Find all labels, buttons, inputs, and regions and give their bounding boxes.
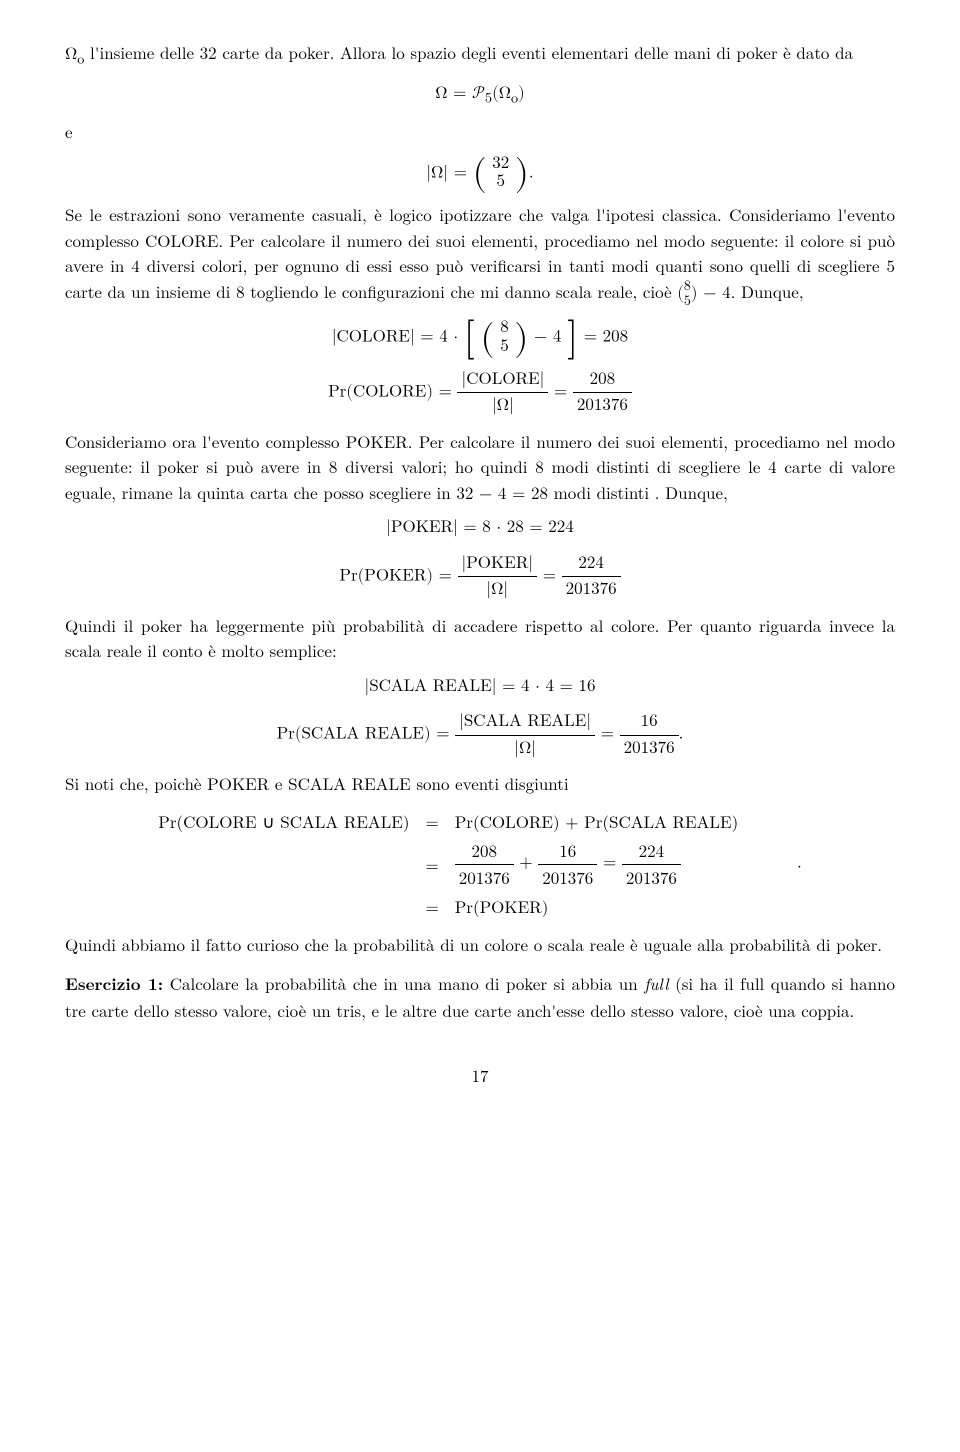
equation-pr-poker: Pr(POKER) = |POKER||Ω| = 224201376 (65, 551, 895, 603)
equation-colore-count: |COLORE| = 4 · [ ( 85 ) − 4 ] = 208 (65, 319, 895, 356)
equation-pr-colore: Pr(COLORE) = |COLORE||Ω| = 208201376 (65, 367, 895, 419)
equation-pr-scala: Pr(SCALA REALE) = |SCALA REALE||Ω| = 162… (65, 709, 895, 761)
equation-omega-size: |Ω| = ( 325 ) . (65, 155, 895, 192)
exercise-label: Esercizio 1: (65, 972, 163, 996)
paragraph-e: e (65, 119, 895, 145)
page-number: 17 (65, 1063, 895, 1089)
equation-omega-def: Ω = 𝒫5(Ωo) (65, 81, 895, 110)
paragraph-colore: Se le estrazioni sono veramente casuali,… (65, 202, 895, 309)
paragraph-intro: Ωo l'insieme delle 32 carte da poker. Al… (65, 40, 895, 71)
equation-poker-count: |POKER| = 8 · 28 = 224 (65, 515, 895, 541)
equation-scala-count: |SCALA REALE| = 4 · 4 = 16 (65, 674, 895, 700)
paragraph-disjoint: Si noti che, poichè POKER e SCALA REALE … (65, 771, 895, 797)
paragraph-compare: Quindi il poker ha leggermente più proba… (65, 613, 895, 664)
paragraph-poker: Consideriamo ora l'evento complesso POKE… (65, 429, 895, 506)
exercise-1: Esercizio 1: Calcolare la probabilità ch… (65, 971, 895, 1023)
equation-union: Pr(COLORE ∪ SCALA REALE) = Pr(COLORE) + … (158, 805, 802, 924)
paragraph-curiosity: Quindi abbiamo il fatto curioso che la p… (65, 932, 895, 958)
